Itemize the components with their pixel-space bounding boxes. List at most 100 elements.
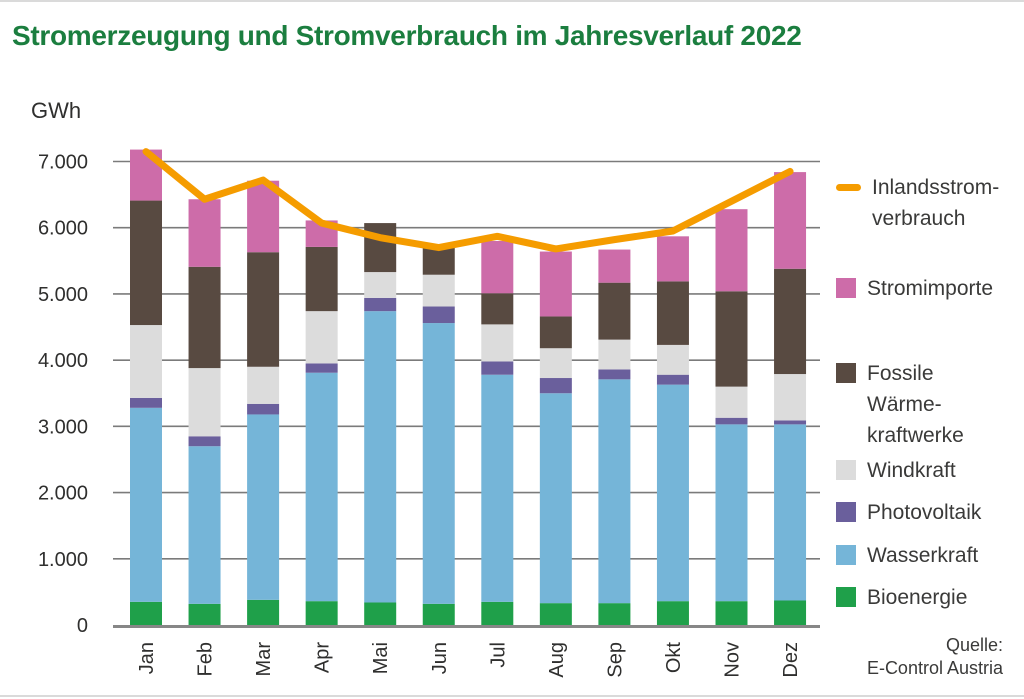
bar-segment-Aug [539,316,572,349]
bar-segment-Feb [188,368,221,437]
bar-segment-Jan [130,601,162,625]
bar-segment-Jun [422,603,455,625]
consumption-line [142,148,794,253]
bar-segment-Aug [539,393,572,604]
bar-segment-Jan [130,397,162,408]
bar-segment-Jun [422,274,455,307]
bar-segment-Mar [247,252,280,367]
bar-segment-Mai [364,223,397,273]
y-tick-label: 2.000 [38,483,88,505]
bar-segment-Jul [481,361,514,375]
legend-line-swatch [836,184,861,191]
bar-segment-Mar [247,414,280,600]
bar-segment-Mai [364,272,397,298]
bar-segment-Jul [481,240,514,294]
bar-segment-Dez [774,374,807,421]
bar-segment-Jun [422,323,455,604]
bar-segment-Mar [247,366,280,404]
bar-segment-Feb [188,199,221,267]
bar-segment-Okt [656,236,689,282]
legend-label: Stromimporte [867,277,994,300]
legend-item-wasserkraft: Wasserkraft [836,540,978,571]
legend-square-swatch [836,545,856,565]
bar-segment-Mar [247,403,280,415]
bar-segment-Jul [481,601,514,625]
bar-segment-Feb [188,603,221,625]
x-tick-label: Aug [546,642,568,678]
legend-item-bioenergie: Bioenergie [836,582,967,613]
bar-segment-Jan [130,407,162,602]
legend-label: Wasserkraft [867,544,979,567]
bar-segment-Apr [305,601,338,625]
bar-segment-Nov [715,424,748,602]
bar-segment-Nov [715,291,748,387]
y-tick-label: 0 [77,615,88,637]
bar-segment-Sep [598,249,631,283]
bar-segment-Okt [656,281,689,345]
bar-segment-Feb [188,446,221,604]
bar-segment-Sep [598,339,631,370]
legend-item-fossile-waermekraftwerke: Fossile Wärme- kraftwerke [836,358,964,451]
bar-segment-Okt [656,601,689,625]
bar-segment-Dez [774,172,807,269]
x-tick-label: Okt [663,642,685,674]
bar-segment-Mai [364,602,397,625]
bar-segment-Apr [305,311,338,364]
bar-segment-Jan [130,325,162,398]
bar-segment-Mai [364,297,397,312]
legend-label: Fossile Wärme- kraftwerke [867,362,964,447]
bar-segment-Aug [539,251,572,317]
bar-segment-Dez [774,420,807,425]
bottom-divider [0,695,1024,697]
bar-segment-Jan [130,200,162,326]
source-line-2: E-Control Austria [866,658,1003,678]
bar-segment-Nov [715,601,748,625]
bar-segment-Aug [539,348,572,379]
bar-segment-Sep [598,282,631,340]
legend-item-stromimporte: Stromimporte [836,273,993,304]
bar-segment-Jul [481,324,514,362]
x-tick-label: Dez [780,642,802,678]
source-line-1: Quelle: [945,635,1003,655]
legend-item-inlandsstromverbrauch: Inlandsstrom- verbrauch [836,172,999,234]
legend-label: Inlandsstrom- verbrauch [872,176,1000,230]
bar-segment-Mai [364,311,397,603]
bar-segment-Feb [188,436,221,447]
legend-label: Windkraft [867,459,956,482]
x-tick-label: Nov [722,642,744,678]
bar-segment-Nov [715,386,748,418]
legend-square-swatch [836,502,856,522]
bar-segment-Feb [188,266,221,369]
y-tick-label: 5.000 [38,284,88,306]
x-tick-label: Mai [370,642,392,674]
legend-label: Photovoltaik [867,501,982,524]
y-tick-label: 6.000 [38,218,88,240]
y-tick-label: 7.000 [38,152,88,174]
bar-segment-Jul [481,293,514,325]
bar-segment-Sep [598,369,631,380]
source-note: Quelle: E-Control Austria [867,634,1003,680]
legend-square-swatch [836,278,856,298]
bar-segment-Jun [422,306,455,324]
bar-segment-Mar [247,180,280,253]
x-tick-label: Sep [604,642,626,678]
legend-square-swatch [836,460,856,480]
x-tick-label: Feb [195,642,217,676]
bar-segment-Okt [656,384,689,602]
bar-segment-Aug [539,378,572,394]
bar-segment-Jul [481,374,514,602]
legend-square-swatch [836,363,856,383]
x-tick-label: Jul [487,642,509,668]
legend-label: Bioenergie [867,586,968,609]
x-tick-label: Apr [312,642,334,673]
bar-segment-Okt [656,374,689,385]
legend-item-photovoltaik: Photovoltaik [836,497,981,528]
y-tick-label: 4.000 [38,350,88,372]
legend-item-windkraft: Windkraft [836,455,956,486]
bar-segment-Apr [305,246,338,312]
bar-segment-Dez [774,268,807,375]
x-tick-label: Jan [136,642,158,674]
bar-segment-Nov [715,417,748,425]
bar-segment-Dez [774,600,807,625]
